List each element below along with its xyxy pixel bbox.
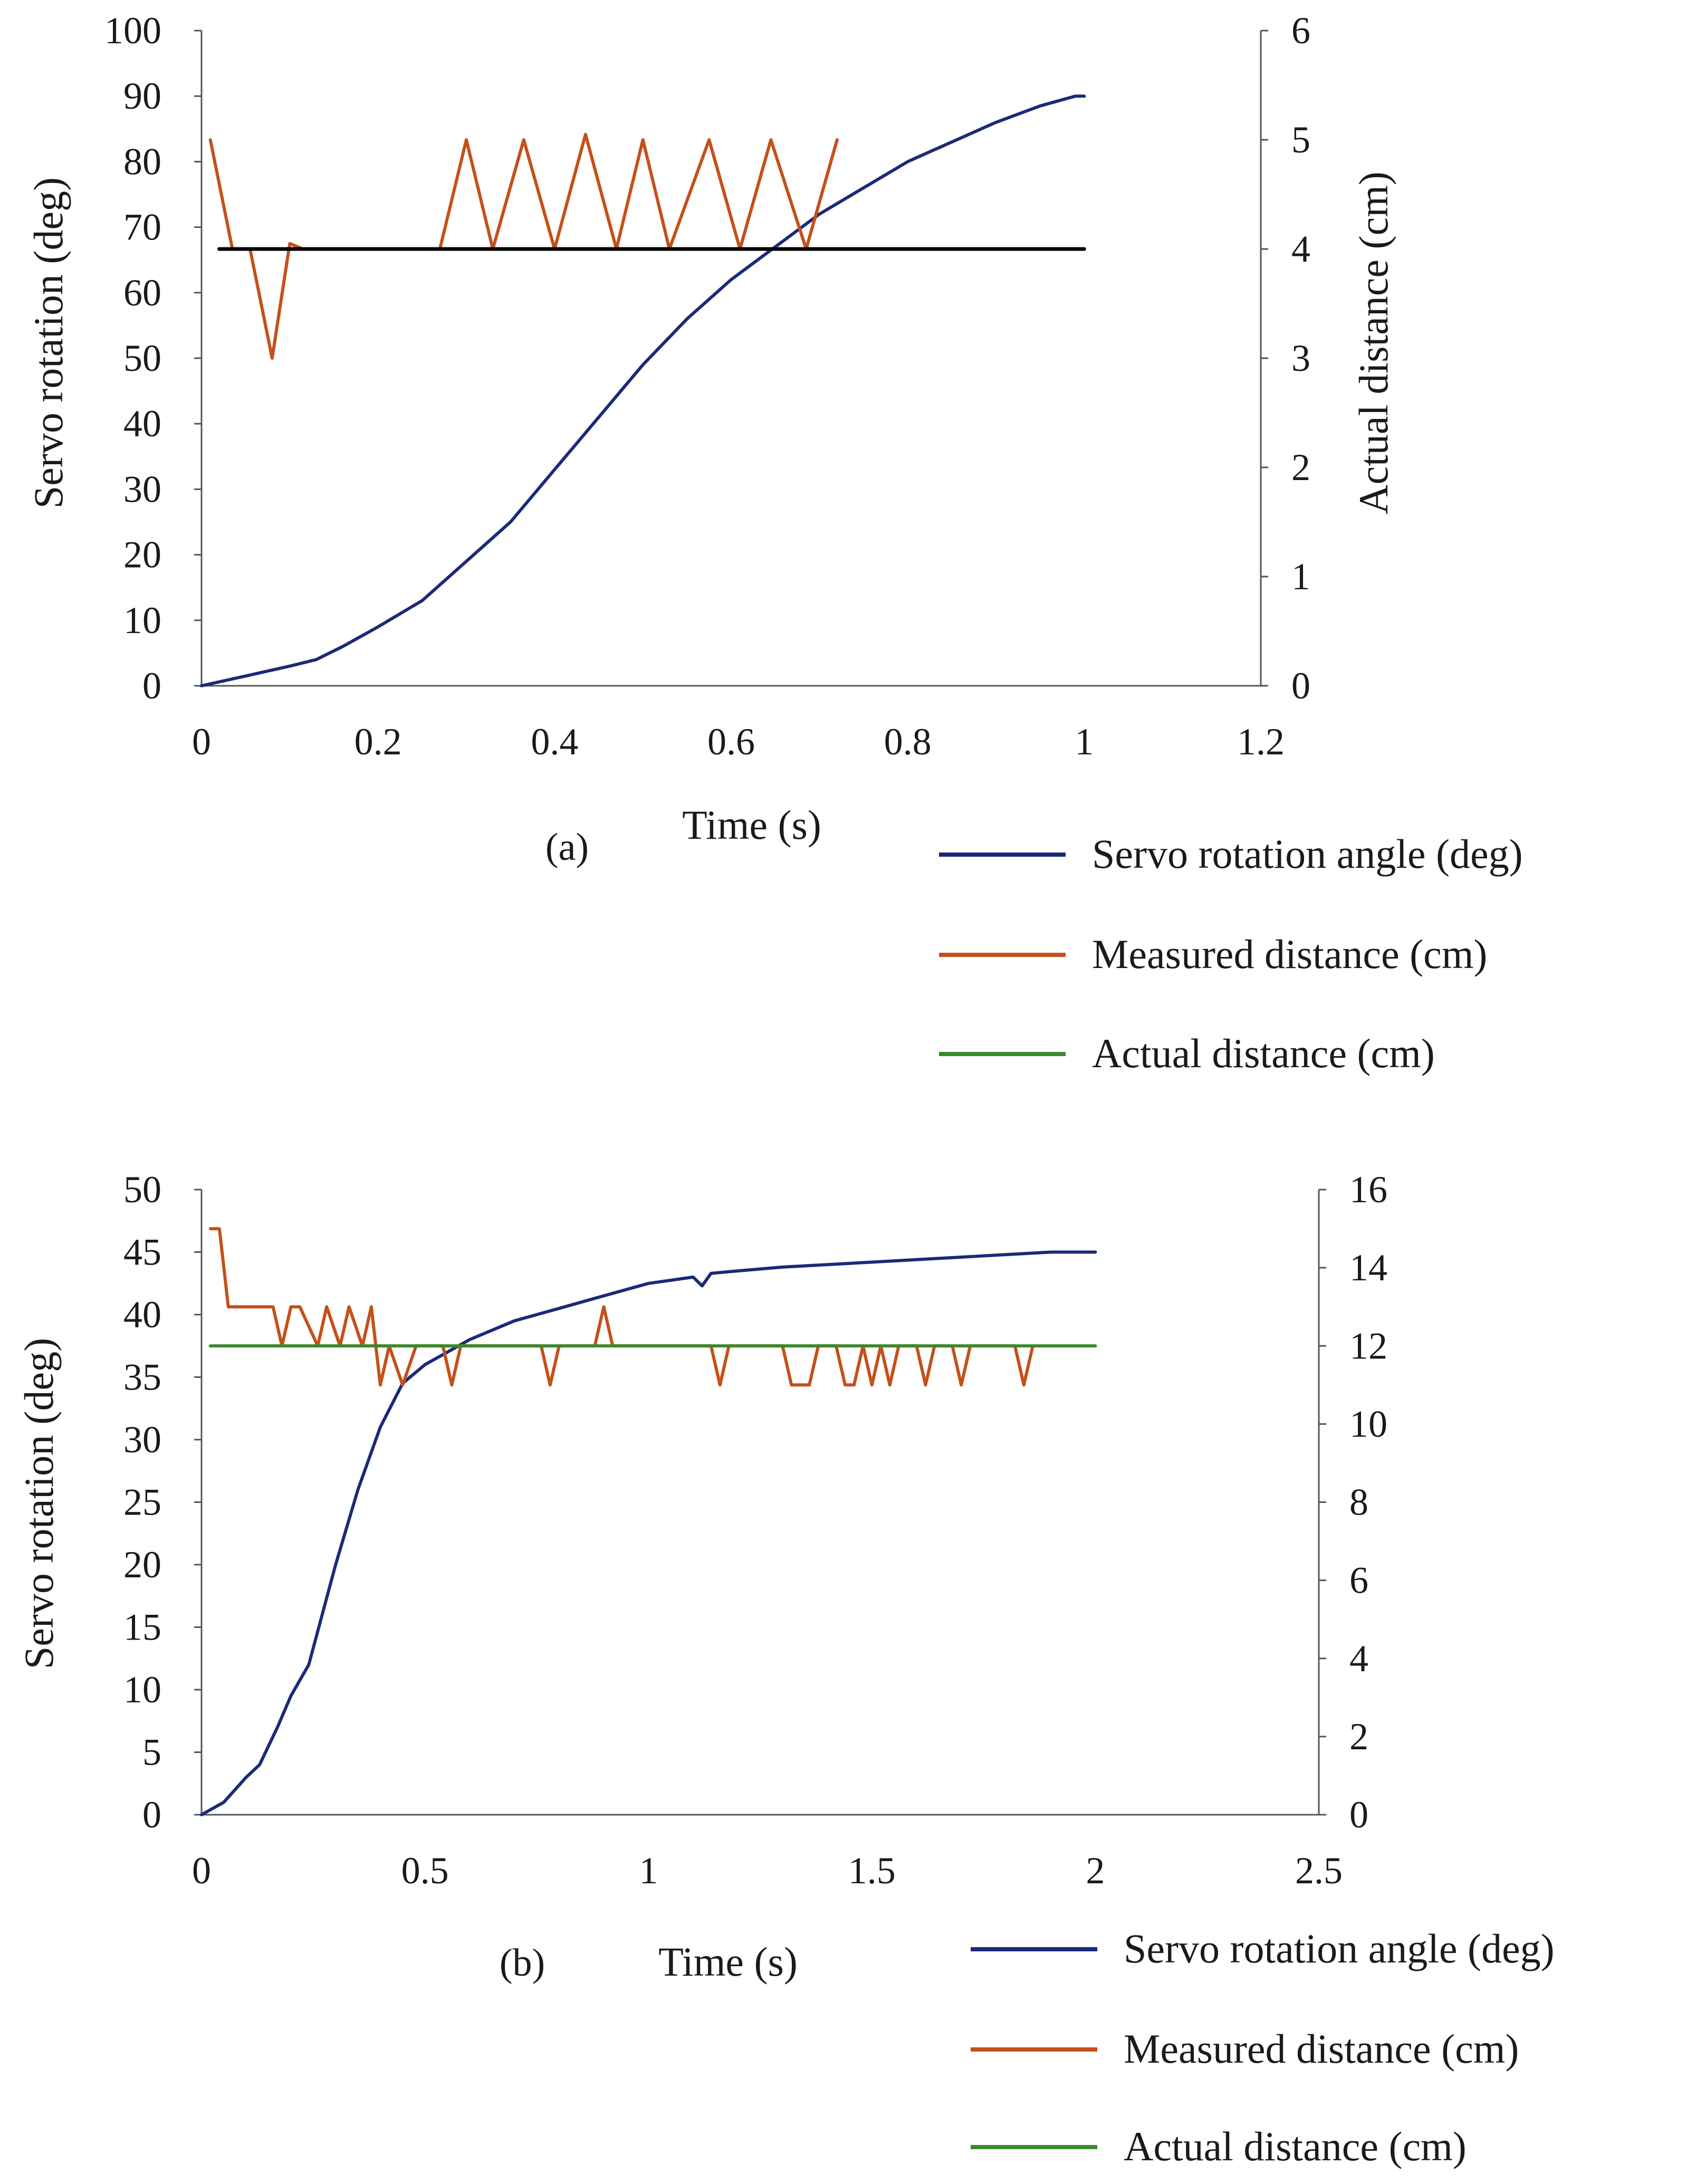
- chart-b-y2-tick-label: 6: [1349, 1559, 1368, 1602]
- chart-a-y-tick-label: 20: [123, 534, 161, 576]
- chart-a-x-tick-label: 0.2: [355, 721, 402, 763]
- chart-a-y-tick-label: 40: [123, 403, 161, 445]
- chart-a-legend: Servo rotation angle (deg) Measured dist…: [939, 831, 1523, 1076]
- chart-b-legend-servo: Servo rotation angle (deg): [1124, 1926, 1555, 1971]
- chart-b-x-tick-label: 0.5: [401, 1850, 449, 1892]
- chart-b-panel-label: (b): [500, 1941, 545, 1985]
- chart-b-y-tick-label: 0: [142, 1794, 161, 1836]
- chart-b-x-tick-label: 0: [192, 1850, 211, 1892]
- chart-a-y-tick-label: 30: [123, 468, 161, 510]
- chart-a-legend-measured: Measured distance (cm): [1092, 931, 1487, 977]
- chart-a-y2-tick-label: 5: [1291, 119, 1310, 161]
- chart-b-y-tick-label: 50: [123, 1168, 161, 1211]
- chart-b-series-servo-rotation-angle-deg: [200, 1250, 1097, 1816]
- chart-a-y-tick-label: 80: [123, 140, 161, 183]
- chart-a-x-tick-label: 1: [1075, 721, 1094, 763]
- chart-b-tick-labels: 0 5 10 15 20 25 30 35 40 45 50 0 2 4 6 8 10 12 14 16 0 0.5 1 1.…: [123, 1168, 1387, 1892]
- chart-b-y2-tick-label: 14: [1349, 1247, 1387, 1289]
- chart-a-y-tick-label: 70: [123, 206, 161, 248]
- chart-b-y-axis-label: Servo rotation (deg): [16, 1338, 62, 1669]
- chart-a-y-axis-label: Servo rotation (deg): [25, 177, 71, 509]
- chart-b-legend-measured: Measured distance (cm): [1124, 2026, 1519, 2072]
- chart-b-y2-tick-label: 10: [1349, 1403, 1387, 1445]
- chart-b-y2-tick-label: 8: [1349, 1481, 1368, 1524]
- chart-a-y2-tick-label: 4: [1291, 228, 1310, 270]
- chart-b-y-tick-label: 10: [123, 1669, 161, 1711]
- chart-a-x-tick-label: 0.8: [884, 721, 932, 763]
- chart-a-legend-actual: Actual distance (cm): [1092, 1030, 1435, 1076]
- chart-a-x-tick-label: 0: [192, 721, 211, 763]
- chart-b-series-measured-distance-cm: [208, 1227, 1034, 1387]
- chart-a-series-measured-distance-cm: [208, 132, 839, 360]
- chart-b-legend-actual: Actual distance (cm): [1124, 2123, 1467, 2169]
- chart-b-x-tick-label: 1: [639, 1850, 658, 1892]
- chart-b-plot-area: [200, 1227, 1097, 1816]
- chart-b-y2-tick-label: 4: [1349, 1637, 1368, 1680]
- chart-a-y2-tick-label: 2: [1291, 446, 1310, 488]
- chart-b-y-tick-label: 15: [123, 1606, 161, 1649]
- chart-a-x-tick-label: 1.2: [1237, 721, 1285, 763]
- chart-b-y-tick-label: 30: [123, 1419, 161, 1461]
- chart-a-y2-tick-label: 6: [1291, 9, 1310, 52]
- chart-b-y-tick-label: 40: [123, 1294, 161, 1336]
- chart-b-x-tick-label: 2: [1086, 1850, 1105, 1892]
- chart-b-y2-tick-label: 12: [1349, 1325, 1387, 1367]
- chart-a-panel-label: (a): [545, 826, 589, 869]
- chart-b-y2-tick-label: 0: [1349, 1794, 1368, 1836]
- chart-b-x-tick-label: 1.5: [848, 1850, 896, 1892]
- chart-a-y-tick-label: 90: [123, 75, 161, 117]
- chart-b-y2-tick-label: 2: [1349, 1716, 1368, 1758]
- chart-a-plot-area: [200, 94, 1086, 687]
- chart-b-legend: Servo rotation angle (deg) Measured dist…: [971, 1926, 1555, 2169]
- chart-b-y2-tick-label: 16: [1349, 1168, 1387, 1211]
- chart-b-y-tick-label: 5: [142, 1731, 161, 1774]
- chart-a-legend-servo: Servo rotation angle (deg): [1092, 831, 1523, 877]
- chart-a-y-tick-label: 60: [123, 272, 161, 314]
- chart-a-y2-tick-label: 3: [1291, 337, 1310, 379]
- chart-b-y-tick-label: 25: [123, 1481, 161, 1524]
- chart-b-axes: [194, 1189, 1326, 1816]
- chart-a-y-tick-label: 0: [142, 665, 161, 707]
- chart-a-y2-tick-label: 1: [1291, 555, 1310, 598]
- chart-a-x-axis-label: Time (s): [682, 802, 821, 848]
- chart-b: 0 5 10 15 20 25 30 35 40 45 50 0 2 4 6 8 10 12 14 16 0 0.5 1 1.…: [16, 1168, 1555, 2169]
- chart-a-y-tick-label: 50: [123, 337, 161, 379]
- chart-a-series-servo-rotation-angle-deg: [200, 94, 1086, 687]
- chart-a-x-tick-label: 0.4: [531, 721, 578, 763]
- chart-b-y-tick-label: 45: [123, 1231, 161, 1273]
- chart-b-x-axis-label: Time (s): [658, 1939, 798, 1985]
- chart-a-y-tick-label: 10: [123, 599, 161, 641]
- chart-b-x-tick-label: 2.5: [1295, 1850, 1343, 1892]
- chart-a-axes: [194, 30, 1268, 687]
- chart-a-y2-tick-label: 0: [1291, 665, 1310, 707]
- chart-b-y-tick-label: 20: [123, 1544, 161, 1586]
- chart-a-x-tick-label: 0.6: [707, 721, 755, 763]
- chart-a-y2-axis-label: Actual distance (cm): [1350, 171, 1396, 514]
- chart-a-y-tick-label: 100: [104, 9, 161, 52]
- chart-b-y-tick-label: 35: [123, 1356, 161, 1398]
